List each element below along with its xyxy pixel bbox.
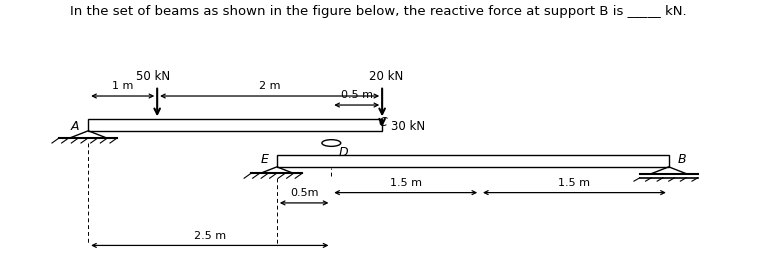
Bar — [89, 119, 382, 131]
Text: 2.5 m: 2.5 m — [194, 231, 226, 241]
Text: C: C — [378, 116, 388, 129]
Text: 2 m: 2 m — [259, 81, 280, 91]
Text: D: D — [338, 146, 348, 159]
Text: 50 kN: 50 kN — [136, 70, 170, 83]
Text: B: B — [678, 153, 686, 166]
Text: 1 m: 1 m — [112, 81, 133, 91]
Text: 1.5 m: 1.5 m — [559, 178, 590, 188]
Text: 30 kN: 30 kN — [391, 120, 425, 133]
Text: 0.5 m: 0.5 m — [341, 90, 372, 100]
Text: A: A — [71, 120, 79, 133]
Text: In the set of beams as shown in the figure below, the reactive force at support : In the set of beams as shown in the figu… — [70, 5, 687, 18]
Text: E: E — [260, 153, 268, 166]
Text: 0.5m: 0.5m — [290, 188, 319, 198]
Text: 20 kN: 20 kN — [369, 70, 403, 83]
Text: 1.5 m: 1.5 m — [390, 178, 422, 188]
Bar — [277, 155, 668, 167]
